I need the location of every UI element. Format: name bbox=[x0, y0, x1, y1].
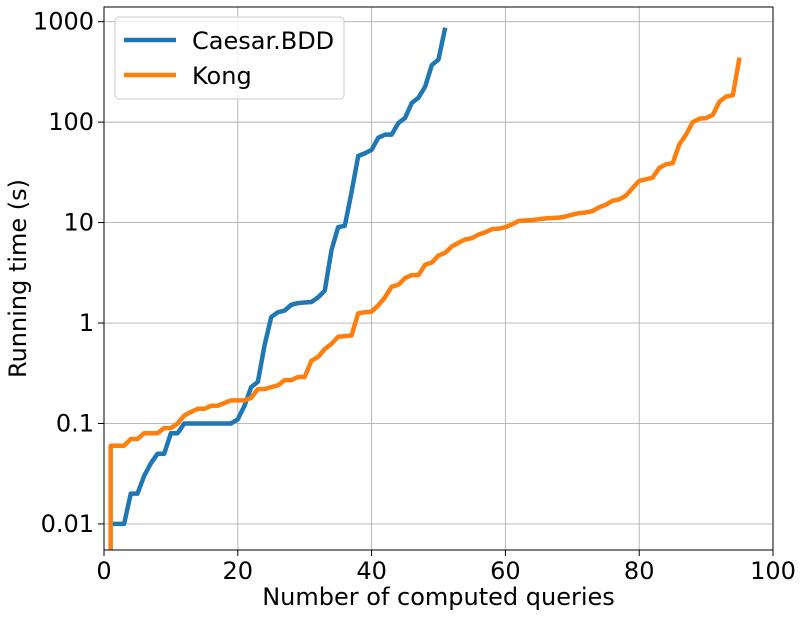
y-tick-label: 10 bbox=[63, 209, 94, 237]
x-tick-label: 0 bbox=[96, 557, 111, 585]
legend: Caesar.BDD Kong bbox=[114, 16, 345, 100]
x-tick-label: 60 bbox=[490, 557, 521, 585]
plot-frame bbox=[103, 6, 774, 551]
x-tick-label: 20 bbox=[223, 557, 254, 585]
x-tick-label: 100 bbox=[750, 557, 796, 585]
legend-box bbox=[114, 16, 345, 100]
y-tick-label: 100 bbox=[48, 108, 94, 136]
y-tick-label: 0.1 bbox=[56, 409, 94, 437]
legend-label: Caesar.BDD bbox=[192, 27, 334, 55]
x-axis-label: Number of computed queries bbox=[262, 583, 615, 611]
x-tick-label: 80 bbox=[624, 557, 655, 585]
y-tick-label: 0.01 bbox=[41, 510, 94, 538]
y-tick-label: 1 bbox=[79, 309, 94, 337]
series-line-caesar-bdd bbox=[110, 27, 448, 527]
series-line-kong bbox=[108, 57, 742, 550]
y-axis-label: Running time (s) bbox=[4, 179, 32, 378]
series-lines bbox=[108, 27, 742, 550]
y-axis-ticks: 0.01 0.1 1 10 100 1000 bbox=[33, 8, 104, 538]
legend-label: Kong bbox=[192, 62, 252, 90]
x-axis-ticks: 0 20 40 60 80 100 bbox=[96, 550, 796, 585]
x-tick-label: 40 bbox=[356, 557, 387, 585]
y-tick-label: 1000 bbox=[33, 8, 94, 36]
